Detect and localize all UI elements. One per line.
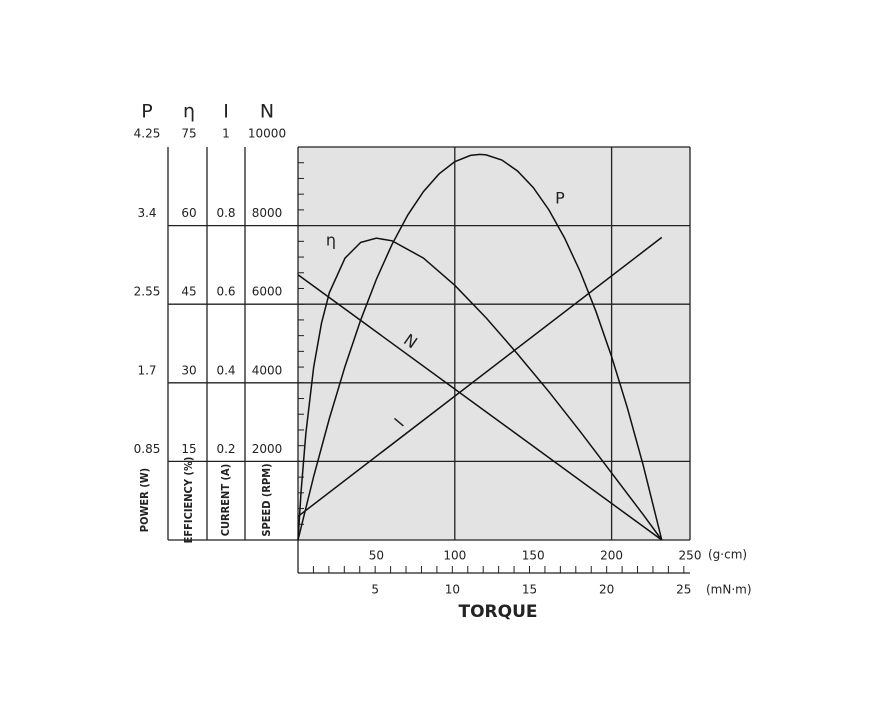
- x2-tick-label: 15: [522, 583, 537, 597]
- x-unit: (g·cm): [708, 548, 747, 562]
- y-tick-label: 4.25: [134, 127, 161, 141]
- y-tick-label: 0.85: [134, 442, 161, 456]
- x2-tick-label: 5: [371, 583, 379, 597]
- x-tick-label: 100: [443, 549, 466, 563]
- curve-label: P: [555, 189, 565, 208]
- y-tick-label: 8000: [252, 206, 283, 220]
- x2-tick-label: 10: [445, 583, 460, 597]
- y-tick-label: 75: [181, 127, 196, 141]
- x2-tick-label: 25: [676, 583, 691, 597]
- y-axis-title: CURRENT (A): [219, 464, 232, 536]
- x-tick-label: 200: [600, 549, 623, 563]
- y-tick-label: 3.4: [137, 206, 156, 220]
- y-axis-name: η: [183, 101, 195, 123]
- y-tick-label: 0.2: [216, 442, 235, 456]
- y-tick-label: 1.7: [137, 363, 156, 377]
- y-tick-label: 2000: [252, 442, 283, 456]
- curve: [297, 237, 663, 541]
- curve-label: η: [326, 231, 336, 250]
- y-axis-title: SPEED (RPM): [260, 463, 273, 536]
- y-axis-title: POWER (W): [138, 468, 151, 532]
- curve: [297, 236, 663, 518]
- y-tick-label: 0.8: [216, 206, 235, 220]
- y-axis-name: I: [223, 101, 229, 123]
- y-tick-label: 15: [181, 442, 196, 456]
- curve: [297, 274, 663, 541]
- x2-unit: (mN·m): [706, 583, 752, 597]
- x-tick-label: 250: [679, 549, 702, 563]
- y-tick-label: 45: [181, 285, 196, 299]
- y-tick-label: 10000: [248, 127, 286, 141]
- x2-tick-label: 20: [599, 583, 614, 597]
- y-axis-name: N: [260, 101, 274, 123]
- y-tick-label: 60: [181, 206, 196, 220]
- x-tick-label: 50: [369, 549, 384, 563]
- plot-background: [298, 147, 690, 540]
- x-axis-title: TORQUE: [458, 602, 537, 622]
- y-tick-label: 30: [181, 363, 196, 377]
- y-tick-label: 0.4: [216, 363, 235, 377]
- y-tick-label: 2.55: [134, 285, 161, 299]
- y-axis-title: EFFICIENCY (%): [182, 457, 195, 544]
- y-axis-name: P: [141, 101, 152, 123]
- y-tick-label: 6000: [252, 285, 283, 299]
- y-tick-label: 1: [222, 127, 230, 141]
- y-tick-label: 0.6: [216, 285, 235, 299]
- x-tick-label: 150: [522, 549, 545, 563]
- y-tick-label: 4000: [252, 363, 283, 377]
